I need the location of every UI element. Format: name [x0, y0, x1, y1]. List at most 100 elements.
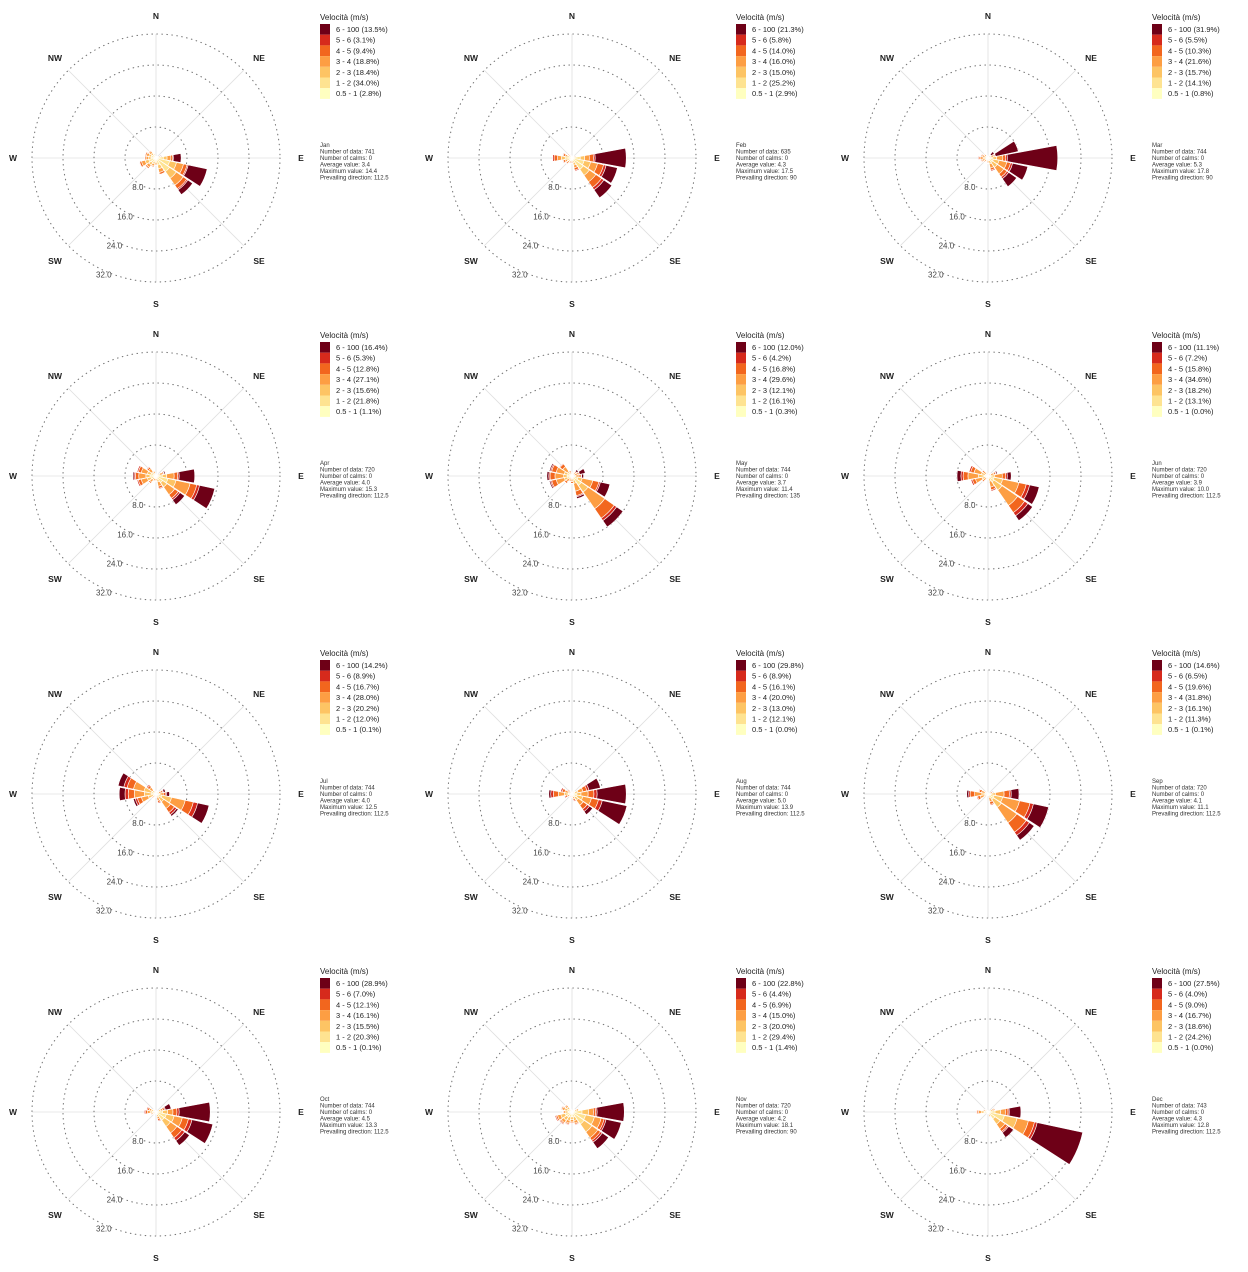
compass-label-sw: SW [464, 892, 479, 902]
legend-entry: 0.5 - 1 (1.1%) [336, 407, 382, 416]
stat-line: Number of data: 744 [1152, 150, 1207, 156]
legend-bin-open: ( [351, 375, 356, 384]
legend-bin-percent: 12.1% [356, 1000, 378, 1009]
stat-label: Average value: [736, 1117, 778, 1123]
range-ring [894, 382, 1082, 570]
wind-bar-ese-bin6 [597, 800, 628, 825]
radial-tick-label: 24.0 [523, 877, 539, 886]
legend-bin-label: 3 - 4 [336, 693, 351, 702]
legend-bin-label: 4 - 5 [336, 682, 351, 691]
legend-swatch-bin6 [320, 342, 330, 353]
legend-bin-close: ) [1209, 46, 1212, 55]
radial-tick-label: 16.0 [117, 212, 133, 221]
radial-tick-label: 16.0 [117, 530, 133, 539]
stat-line: Number of calms: 0 [736, 156, 789, 162]
wind-bar-ene-bin6 [586, 777, 601, 791]
compass-label-w: W [841, 471, 850, 481]
compass-label-s: S [569, 299, 575, 309]
stat-label: Prevailing direction: [1152, 494, 1206, 500]
legend-bin-open: ( [767, 1000, 772, 1009]
stat-label: Number of calms: [1152, 156, 1201, 162]
stat-value: 12.8 [1197, 1123, 1209, 1129]
legend-bin-label: 2 - 3 [1168, 68, 1183, 77]
legend-bin-close: ) [801, 343, 804, 352]
legend-swatch-bin3 [320, 692, 330, 703]
legend-bin-open: ( [357, 1043, 362, 1052]
legend-bin-open: ( [1183, 693, 1188, 702]
month-label: Sep [1152, 779, 1163, 785]
stat-value: 0 [785, 474, 789, 480]
stat-value: 744 [781, 468, 792, 474]
wind-bar-w-bin5 [144, 155, 146, 161]
legend-entry: 0.5 - 1 (0.3%) [752, 407, 798, 416]
stat-value: 112.5 [790, 812, 805, 818]
compass-label-s: S [153, 299, 159, 309]
wind-bar-ese-bin6 [600, 1118, 622, 1140]
legend-bin-open: ( [767, 397, 772, 406]
legend-bin-close: ) [793, 704, 796, 713]
compass-label-e: E [298, 471, 304, 481]
compass-label-se: SE [1085, 1210, 1097, 1220]
wind-bar-e-bin5 [593, 789, 598, 799]
legend-bin-label: 2 - 3 [1168, 1022, 1183, 1031]
legend-bin-percent: 31.9% [1196, 25, 1218, 34]
legend-bin-close: ) [795, 407, 798, 416]
legend-bin-percent: 20.0% [772, 693, 794, 702]
wind-bar-se-bin6 [602, 506, 624, 528]
legend-bin-label: 2 - 3 [336, 68, 351, 77]
legend-bin-open: ( [1183, 364, 1188, 373]
legend-bin-label: 2 - 3 [752, 1022, 767, 1031]
legend-bin-label: 2 - 3 [336, 1022, 351, 1031]
stat-label: Average value: [736, 163, 778, 169]
legend-swatch-bin1 [320, 77, 330, 89]
legend-bin-open: ( [1183, 386, 1188, 395]
legend-bin-close: ) [377, 704, 380, 713]
range-ring [31, 351, 281, 601]
legend-swatch-bin4 [320, 363, 330, 375]
legend-bin-open: ( [351, 682, 356, 691]
wind-bar-sse-bin5 [990, 487, 997, 492]
legend-entry: 6 - 100 (28.9%) [336, 979, 388, 988]
compass-label-nw: NW [48, 53, 63, 63]
wind-bar-wsw-bin5 [554, 1115, 559, 1122]
stat-value: 3.4 [362, 163, 371, 169]
wind-bar-w-bin5 [976, 1109, 978, 1115]
stat-label: Maximum value: [1152, 1123, 1197, 1129]
legend-bin-label: 1 - 2 [752, 397, 767, 406]
legend-entry: 4 - 5 (14.0%) [752, 46, 796, 55]
legend-bin-open: ( [767, 693, 772, 702]
stat-line: Maximum value: 11.4 [736, 487, 793, 493]
legend-bin-percent: 11.3% [1188, 715, 1209, 724]
range-ring [478, 1018, 666, 1206]
wind-bar-ese-bin6 [186, 1119, 214, 1144]
legend-bin-label: 4 - 5 [1168, 364, 1183, 373]
wind-bar-w-bin6 [118, 787, 126, 801]
legend-swatch-bin6 [1152, 342, 1162, 353]
compass-label-nw: NW [880, 53, 895, 63]
legend-bin-percent: 2.8% [362, 89, 379, 98]
stat-label: Average value: [736, 481, 778, 487]
wind-bar-wnw-bin5 [560, 787, 564, 793]
legend-bin-percent: 13.5% [364, 25, 386, 34]
stat-line: Maximum value: 12.5 [320, 805, 378, 811]
legend-swatch-bin1 [320, 713, 330, 725]
stat-value: 720 [1197, 786, 1208, 792]
stat-label: Prevailing direction: [736, 176, 790, 182]
spoke-line [484, 1024, 573, 1113]
legend-bin-percent: 34.0% [356, 79, 378, 88]
legend-bin-label: 6 - 100 [1168, 343, 1191, 352]
compass-label-nw: NW [880, 689, 895, 699]
stat-line: Average value: 5.3 [1152, 163, 1203, 169]
legend-entry: 0.5 - 1 (2.9%) [752, 89, 798, 98]
compass-label-n: N [985, 647, 991, 657]
legend-swatch-bin4 [320, 45, 330, 57]
legend-bin-percent: 1.1% [362, 407, 379, 416]
legend-swatch-bin5 [1152, 34, 1162, 46]
compass-label-w: W [841, 153, 850, 163]
legend-bin-label: 5 - 6 [1168, 672, 1183, 681]
stat-value: 17.5 [781, 169, 793, 175]
legend-bin-close: ) [801, 25, 804, 34]
stat-value: 4.0 [362, 481, 371, 487]
legend-bin-label: 3 - 4 [336, 57, 351, 66]
